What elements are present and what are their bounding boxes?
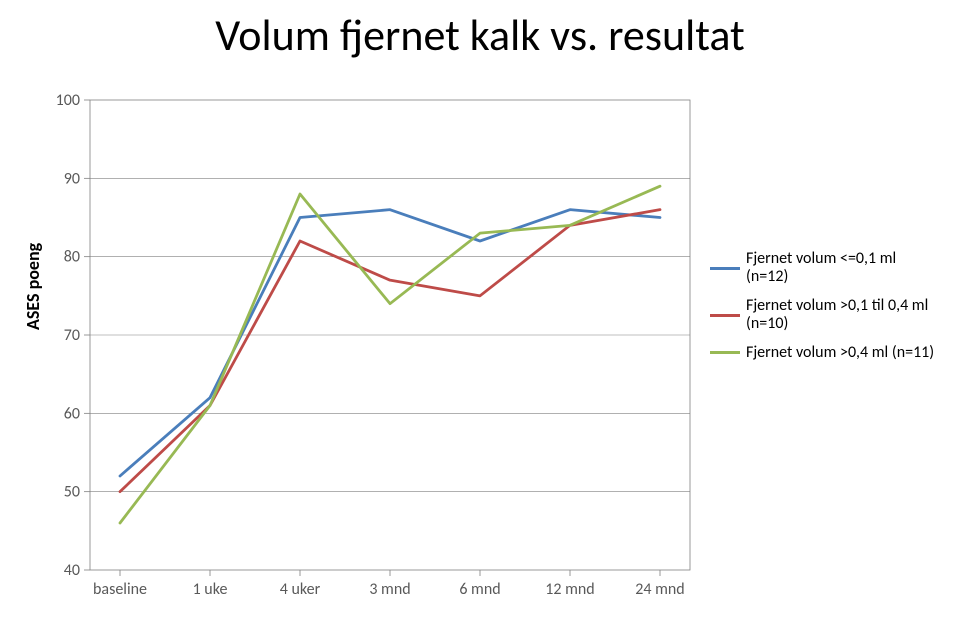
legend-label: Fjernet volum <=0,1 ml (n=12) [746, 250, 940, 287]
legend-item: Fjernet volum >0,1 til 0,4 ml (n=10) [710, 297, 940, 334]
svg-text:baseline: baseline [93, 580, 147, 599]
y-axis-label: ASES poeng [22, 243, 44, 330]
svg-text:80: 80 [64, 248, 80, 267]
svg-text:6 mnd: 6 mnd [459, 580, 500, 599]
page-title: Volum fjernet kalk vs. resultat [0, 8, 960, 62]
page: Volum fjernet kalk vs. resultat ASES poe… [0, 0, 960, 640]
legend-item: Fjernet volum <=0,1 ml (n=12) [710, 250, 940, 287]
svg-text:24 mnd: 24 mnd [635, 580, 684, 599]
svg-text:100: 100 [56, 91, 80, 110]
svg-text:3 mnd: 3 mnd [369, 580, 410, 599]
legend-label: Fjernet volum >0,1 til 0,4 ml (n=10) [746, 297, 940, 334]
svg-text:12 mnd: 12 mnd [545, 580, 594, 599]
legend: Fjernet volum <=0,1 ml (n=12) Fjernet vol… [710, 250, 940, 372]
legend-label: Fjernet volum >0,4 ml (n=11) [746, 344, 934, 362]
svg-text:1 uke: 1 uke [193, 580, 228, 599]
svg-text:60: 60 [64, 404, 80, 423]
legend-swatch [710, 351, 740, 354]
svg-text:90: 90 [64, 169, 80, 188]
legend-swatch [710, 267, 740, 270]
svg-text:4 uker: 4 uker [280, 580, 321, 599]
legend-item: Fjernet volum >0,4 ml (n=11) [710, 344, 940, 362]
svg-text:70: 70 [64, 326, 80, 345]
chart-container: ASES poeng 405060708090100baseline1 uke4… [30, 90, 930, 610]
svg-text:40: 40 [64, 561, 80, 580]
legend-swatch [710, 314, 740, 317]
svg-text:50: 50 [64, 483, 80, 502]
